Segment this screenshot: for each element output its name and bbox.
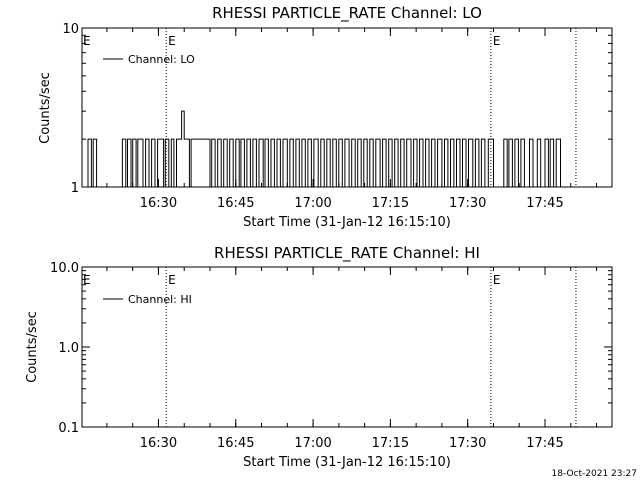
y-axis-label: Counts/sec: [38, 72, 53, 144]
event-marker-label: E: [493, 34, 501, 48]
legend: Channel: LO: [103, 53, 195, 66]
event-marker-label-left: E: [83, 273, 91, 287]
chart-title: RHESSI PARTICLE_RATE Channel: LO: [212, 4, 482, 23]
y-tick-label: 1.0: [58, 341, 79, 356]
x-tick-label: 16:30: [140, 196, 177, 211]
x-tick-label: 16:45: [217, 196, 254, 211]
x-tick-label: 17:00: [294, 196, 331, 211]
y-ticks: 0.1 1.0 10.0: [50, 261, 612, 436]
x-tick-label: 17:15: [372, 196, 409, 211]
x-axis-label: Start Time (31-Jan-12 16:15:10): [243, 215, 451, 230]
y-tick-label: 1: [71, 181, 79, 196]
event-marker-label: E: [168, 34, 176, 48]
x-axis-label: Start Time (31-Jan-12 16:15:10): [243, 455, 451, 470]
x-tick-label: 17:30: [449, 436, 486, 451]
x-tick-label: 17:30: [449, 196, 486, 211]
legend-label: Channel: HI: [128, 293, 192, 306]
panel-lo: RHESSI PARTICLE_RATE Channel: LO Counts/…: [38, 4, 613, 230]
x-ticks: 16:30 16:45 17:00 17:15 17:30 17:45: [106, 267, 598, 451]
x-tick-label: 17:15: [372, 436, 409, 451]
x-tick-label: 17:45: [526, 196, 563, 211]
x-ticks: 16:30 16:45 17:00 17:15 17:30 17:45: [106, 28, 598, 211]
y-tick-label: 10: [62, 22, 79, 37]
y-tick-label: 10.0: [50, 261, 79, 276]
series-group: [86, 110, 566, 188]
event-marker-label: E: [493, 273, 501, 287]
x-tick-label: 17:00: [294, 436, 331, 451]
chart-title: RHESSI PARTICLE_RATE Channel: HI: [214, 244, 480, 263]
x-tick-label: 17:45: [526, 436, 563, 451]
y-ticks: 1 10: [62, 22, 612, 196]
panel-hi: RHESSI PARTICLE_RATE Channel: HI Counts/…: [25, 244, 613, 470]
event-marker-label: E: [168, 273, 176, 287]
event-markers: E EE: [83, 267, 577, 427]
plot-frame: [81, 27, 613, 188]
series-line-0: [86, 110, 566, 188]
x-tick-label: 16:45: [217, 436, 254, 451]
legend-label: Channel: LO: [128, 53, 195, 66]
x-tick-label: 16:30: [140, 436, 177, 451]
y-axis-label: Counts/sec: [25, 311, 40, 383]
event-markers: E EE: [83, 28, 577, 187]
event-marker-label-left: E: [83, 34, 91, 48]
legend: Channel: HI: [103, 293, 192, 306]
footer-timestamp: 18-Oct-2021 23:27: [552, 469, 637, 479]
y-tick-label: 0.1: [58, 421, 79, 436]
